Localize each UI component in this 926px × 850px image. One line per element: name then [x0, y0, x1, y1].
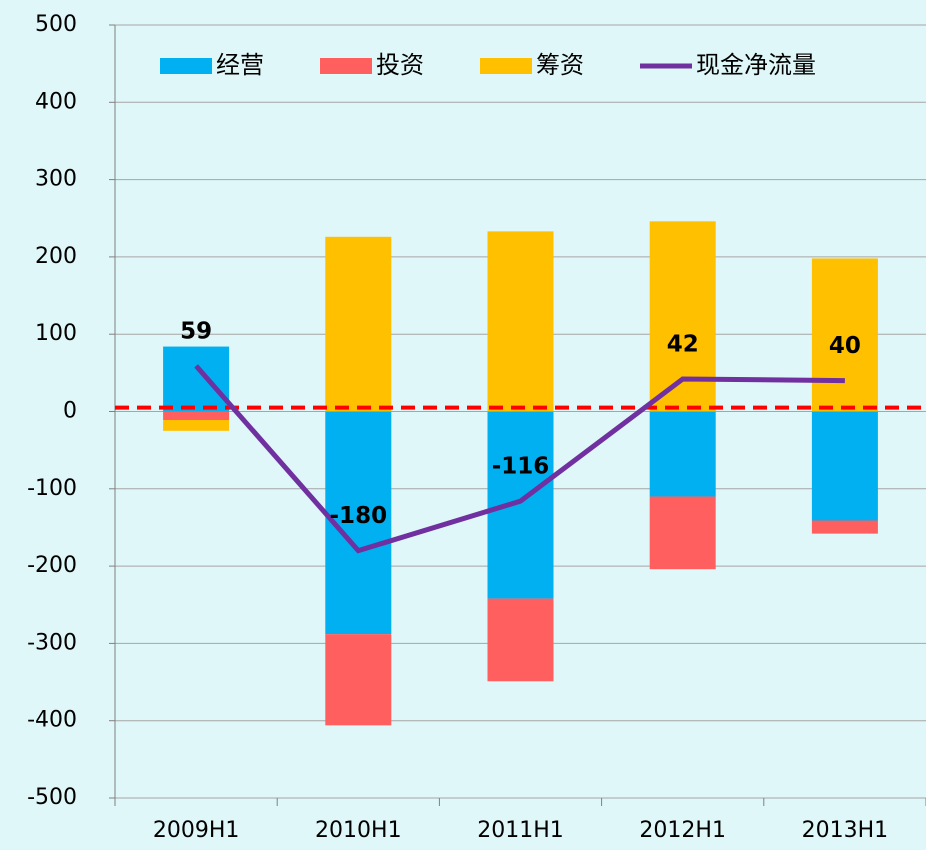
bar-segment: [649, 496, 716, 570]
bar-segment: [163, 411, 230, 421]
y-tick-label: -200: [27, 553, 77, 578]
bar-segment: [649, 221, 716, 412]
bar-segment: [487, 411, 554, 599]
data-label: -180: [330, 503, 388, 529]
bar-segment: [163, 346, 230, 412]
y-tick-label: -100: [27, 476, 77, 501]
bar-segment: [811, 520, 878, 534]
x-tick-label: 2011H1: [477, 818, 564, 843]
y-tick-label: 500: [35, 12, 77, 37]
y-tick-label: 100: [35, 321, 77, 346]
data-label: 40: [829, 333, 861, 359]
bar-segment: [649, 411, 716, 497]
y-tick-label: 400: [35, 89, 77, 114]
y-tick-label: -300: [27, 630, 77, 655]
y-tick-label: -500: [27, 785, 77, 810]
bar-segment: [487, 598, 554, 682]
legend-label: 经营: [216, 51, 264, 79]
bar-segment: [325, 634, 392, 726]
legend-swatch: [480, 58, 532, 74]
x-tick-label: 2013H1: [802, 818, 889, 843]
x-tick-label: 2012H1: [639, 818, 726, 843]
y-tick-label: 300: [35, 167, 77, 192]
legend-label: 现金净流量: [696, 51, 816, 79]
bar-segment: [487, 231, 554, 412]
line: [194, 364, 845, 554]
data-label: 59: [180, 318, 212, 344]
y-tick-label: 0: [63, 399, 77, 424]
legend-label: 投资: [376, 51, 424, 79]
bar-segment: [811, 258, 878, 412]
y-tick-label: 200: [35, 244, 77, 269]
legend-swatch: [160, 58, 212, 74]
bar-segment: [325, 236, 392, 412]
legend-label: 筹资: [536, 51, 584, 79]
bar-segment: [811, 411, 878, 521]
x-tick-label: 2010H1: [315, 818, 402, 843]
legend-swatch: [320, 58, 372, 74]
bar-segment: [163, 420, 230, 431]
data-label: -116: [492, 454, 550, 480]
y-tick-label: -400: [27, 708, 77, 733]
x-tick-label: 2009H1: [153, 818, 240, 843]
data-label: 42: [667, 332, 699, 358]
